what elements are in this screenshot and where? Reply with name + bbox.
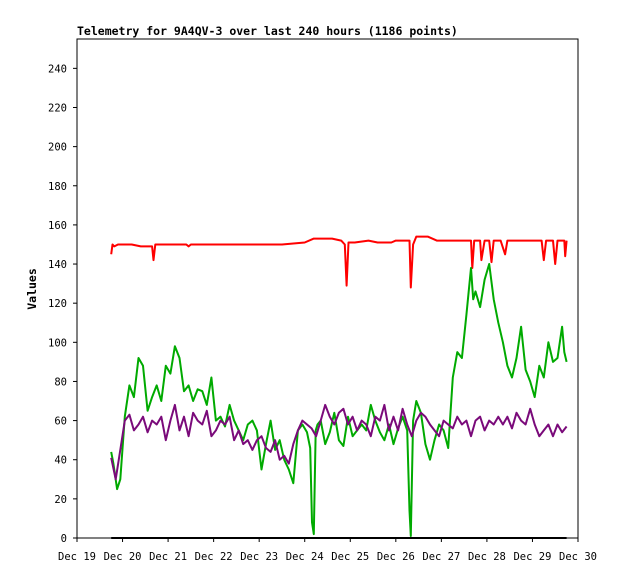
y-tick-label: 160 — [48, 220, 67, 232]
x-tick-label: Dec 20 — [104, 551, 142, 563]
y-tick-label: 200 — [48, 142, 67, 154]
y-tick-label: 140 — [48, 259, 67, 271]
x-tick-label: Dec 19 — [58, 551, 96, 563]
y-tick-label: 240 — [48, 63, 67, 75]
x-tick-label: Dec 22 — [195, 551, 233, 563]
x-axis: Dec 19 Dec 20 Dec 21 Dec 22 Dec 23 Dec 24 Dec … — [58, 538, 597, 563]
y-tick-label: 80 — [54, 376, 67, 388]
series-line-2 — [110, 403, 568, 481]
x-tick-label: Dec 24 — [286, 551, 324, 563]
y-tick-label: 40 — [54, 455, 67, 467]
x-tick-label: Dec 28 — [468, 551, 506, 563]
x-tick-label: Dec 25 — [331, 551, 369, 563]
x-tick-label: Dec 26 — [377, 551, 415, 563]
plot-area-frame — [76, 38, 579, 539]
y-axis: 0 20 40 60 80 100 120 140 160 180 200 220 240 — [48, 63, 77, 545]
series-line-1 — [110, 263, 568, 537]
x-tick-label: Dec 27 — [422, 551, 460, 563]
x-tick-label: Dec 23 — [240, 551, 278, 563]
y-tick-label: 220 — [48, 102, 67, 114]
y-tick-label: 100 — [48, 337, 67, 349]
x-tick-label: Dec 21 — [149, 551, 187, 563]
y-tick-label: 120 — [48, 298, 67, 310]
y-tick-label: 0 — [61, 533, 67, 545]
chart-title: Telemetry for 9A4QV-3 over last 240 hour… — [77, 24, 458, 38]
x-tick-label: Dec 29 — [513, 551, 551, 563]
y-tick-label: 180 — [48, 181, 67, 193]
y-tick-label: 60 — [54, 416, 67, 428]
x-tick-label: Dec 30 — [559, 551, 597, 563]
series-line-0 — [110, 235, 568, 289]
y-axis-label: Values — [25, 268, 39, 310]
y-tick-label: 20 — [54, 494, 67, 506]
